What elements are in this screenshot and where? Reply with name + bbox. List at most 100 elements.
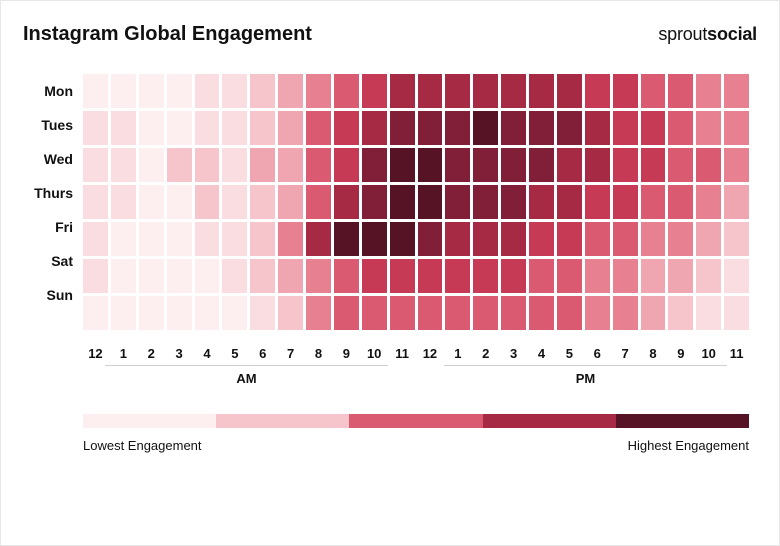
x-axis-tick: 3: [501, 346, 526, 361]
heatmap-cell: [641, 185, 666, 219]
heatmap-cell: [222, 296, 247, 330]
y-axis-label: Thurs: [23, 176, 83, 210]
heatmap-cell: [278, 259, 303, 293]
heatmap-cell: [83, 259, 108, 293]
heatmap-cell: [529, 111, 554, 145]
y-axis-label: Wed: [23, 142, 83, 176]
heatmap-cell: [557, 111, 582, 145]
heatmap-cell: [473, 111, 498, 145]
heatmap-cell: [250, 222, 275, 256]
brand-prefix: sprout: [658, 24, 707, 44]
heatmap-cell: [278, 185, 303, 219]
heatmap-cell: [222, 111, 247, 145]
heatmap-cell: [250, 185, 275, 219]
heatmap-cell: [139, 111, 164, 145]
heatmap-cell: [724, 74, 749, 108]
heatmap-cell: [111, 222, 136, 256]
heatmap-cell: [111, 296, 136, 330]
heatmap-cell: [724, 148, 749, 182]
x-axis-tick: 5: [557, 346, 582, 361]
heatmap-cell: [585, 222, 610, 256]
heatmap-cell: [334, 222, 359, 256]
y-axis-label: Fri: [23, 210, 83, 244]
heatmap-cell: [250, 74, 275, 108]
heatmap-cell: [167, 111, 192, 145]
x-axis-tick: 5: [222, 346, 247, 361]
heatmap-cell: [167, 148, 192, 182]
heatmap-cell: [306, 111, 331, 145]
heatmap-cell: [390, 148, 415, 182]
heatmap-cell: [529, 185, 554, 219]
x-axis-tick: 9: [334, 346, 359, 361]
heatmap-cell: [222, 185, 247, 219]
heatmap-cell: [250, 148, 275, 182]
heatmap-cell: [501, 74, 526, 108]
heatmap-cell: [250, 259, 275, 293]
heatmap-cell: [139, 222, 164, 256]
heatmap-cell: [501, 296, 526, 330]
heatmap-cell: [306, 296, 331, 330]
heatmap-cell: [445, 222, 470, 256]
y-axis-label: Sun: [23, 278, 83, 312]
legend-segment: [83, 414, 216, 428]
heatmap-cell: [195, 259, 220, 293]
heatmap-cell: [418, 185, 443, 219]
x-axis-tick: 10: [362, 346, 387, 361]
y-axis-labels: MonTuesWedThursFriSatSun: [23, 74, 83, 330]
heatmap-cell: [111, 74, 136, 108]
heatmap-cell: [167, 296, 192, 330]
heatmap-cell: [139, 148, 164, 182]
heatmap-cell: [390, 259, 415, 293]
heatmap-cell: [529, 222, 554, 256]
heatmap-cell: [83, 111, 108, 145]
heatmap-cell: [111, 259, 136, 293]
heatmap-cell: [139, 259, 164, 293]
heatmap-cell: [696, 259, 721, 293]
y-axis-label: Tues: [23, 108, 83, 142]
heatmap-cell: [306, 148, 331, 182]
heatmap-cell: [668, 148, 693, 182]
x-axis-tick: 8: [641, 346, 666, 361]
x-axis-tick: 4: [195, 346, 220, 361]
heatmap-cell: [139, 296, 164, 330]
heatmap-cell: [334, 148, 359, 182]
heatmap-cell: [445, 259, 470, 293]
legend-segment: [483, 414, 616, 428]
chart-card: Instagram Global Engagement sproutsocial…: [0, 0, 780, 546]
x-axis-tick: 4: [529, 346, 554, 361]
heatmap-cell: [529, 296, 554, 330]
heatmap-cell: [696, 148, 721, 182]
heatmap-cell: [641, 222, 666, 256]
heatmap-cell: [501, 185, 526, 219]
heatmap-cell: [195, 296, 220, 330]
heatmap-cell: [306, 185, 331, 219]
heatmap-cell: [613, 111, 638, 145]
heatmap-cell: [585, 185, 610, 219]
heatmap-cell: [696, 222, 721, 256]
heatmap-cell: [195, 74, 220, 108]
heatmap-cell: [334, 74, 359, 108]
heatmap-cell: [139, 74, 164, 108]
heatmap-cell: [696, 111, 721, 145]
heatmap-cell: [724, 111, 749, 145]
heatmap-grid: [83, 74, 749, 330]
heatmap-cell: [557, 185, 582, 219]
heatmap-cell: [334, 185, 359, 219]
heatmap-cell: [362, 259, 387, 293]
heatmap-cell: [195, 185, 220, 219]
heatmap-cell: [222, 222, 247, 256]
heatmap-cell: [473, 74, 498, 108]
x-axis-ticks: 121234567891011121234567891011: [83, 346, 749, 361]
heatmap-cell: [167, 74, 192, 108]
x-axis-tick: 11: [724, 346, 749, 361]
heatmap-cell: [613, 185, 638, 219]
heatmap-cell: [473, 222, 498, 256]
heatmap-cell: [501, 111, 526, 145]
legend-low-label: Lowest Engagement: [83, 438, 202, 453]
heatmap-cell: [362, 222, 387, 256]
heatmap-cell: [557, 296, 582, 330]
heatmap-cell: [195, 148, 220, 182]
heatmap-cell: [167, 222, 192, 256]
heatmap-cell: [222, 148, 247, 182]
heatmap-cell: [557, 259, 582, 293]
